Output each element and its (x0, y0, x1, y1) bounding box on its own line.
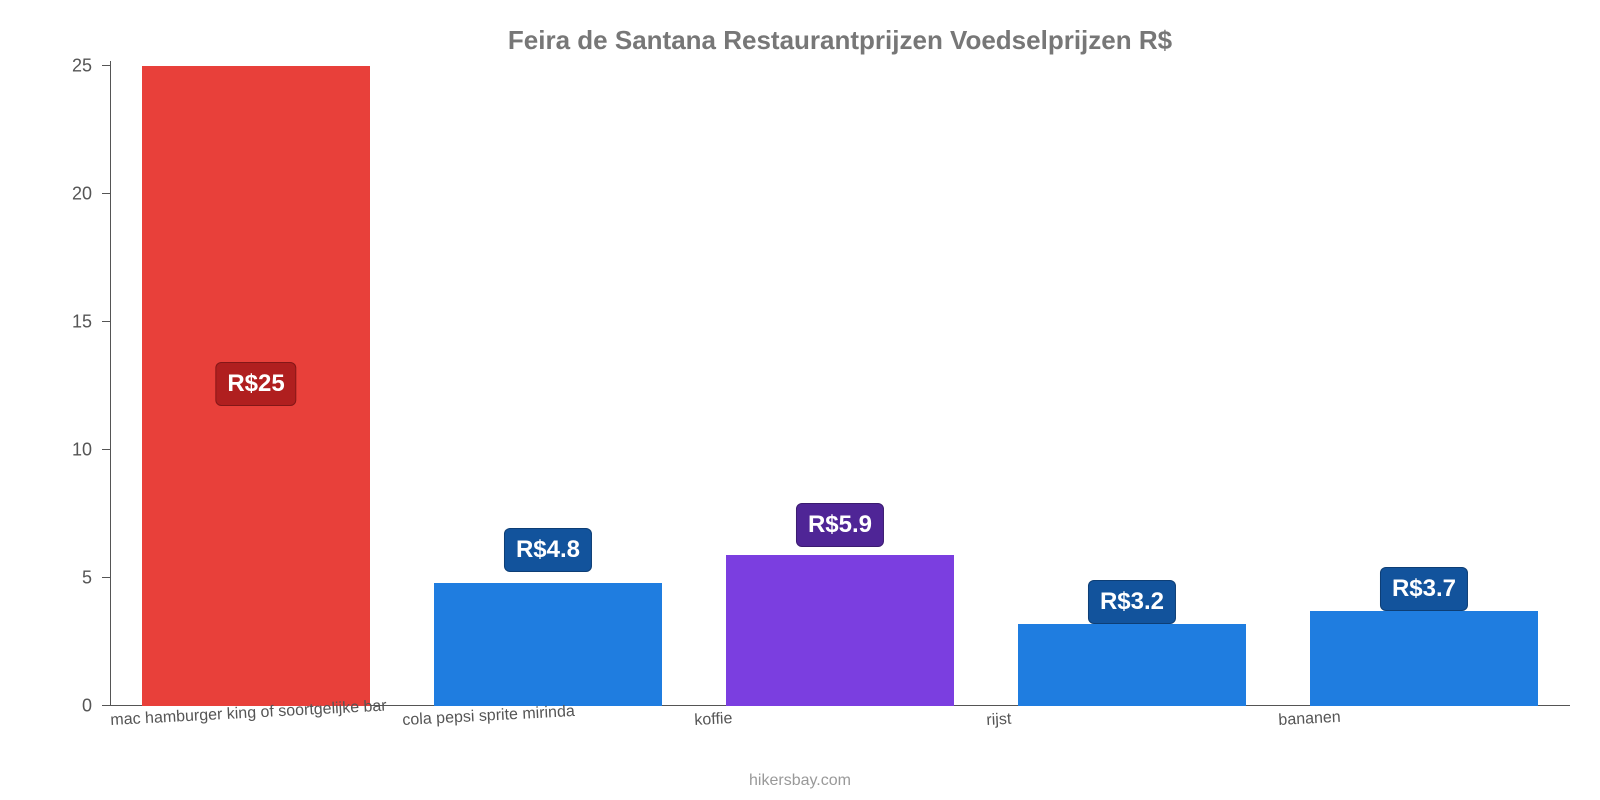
badge-wrap: R$3.2 (986, 66, 1278, 706)
bars-container: R$25 R$4.8 R$5.9 R$3.2 R$3.7 (110, 66, 1570, 706)
y-tick-mark (102, 321, 110, 322)
bar-slot: R$3.2 (986, 66, 1278, 706)
y-tick-mark (102, 449, 110, 450)
badge-wrap: R$25 (110, 66, 402, 706)
value-badge: R$4.8 (504, 528, 592, 572)
y-tick-label: 25 (72, 56, 110, 77)
y-tick-label: 10 (72, 440, 110, 461)
y-tick-mark (102, 65, 110, 66)
badge-wrap: R$4.8 (402, 66, 694, 706)
y-tick-label: 5 (82, 568, 110, 589)
value-badge: R$25 (215, 362, 296, 406)
bar-slot: R$5.9 (694, 66, 986, 706)
y-tick-label: 15 (72, 312, 110, 333)
badge-wrap: R$3.7 (1278, 66, 1570, 706)
y-tick-label: 20 (72, 184, 110, 205)
y-tick-mark (102, 193, 110, 194)
price-chart: Feira de Santana Restaurantprijzen Voeds… (0, 0, 1600, 800)
value-badge: R$3.7 (1380, 567, 1468, 611)
bar-slot: R$3.7 (1278, 66, 1570, 706)
y-tick-label: 0 (82, 696, 110, 717)
plot-area: 0510152025 R$25R$4.8R$5.9R$3.2R$3.7 (110, 66, 1570, 706)
badge-wrap: R$5.9 (694, 66, 986, 706)
value-badge: R$5.9 (796, 503, 884, 547)
value-badge: R$3.2 (1088, 580, 1176, 624)
bar-slot: R$25 (110, 66, 402, 706)
source-text: hikersbay.com (0, 772, 1600, 790)
bar-slot: R$4.8 (402, 66, 694, 706)
y-tick-mark (102, 577, 110, 578)
chart-title: Feira de Santana Restaurantprijzen Voeds… (110, 10, 1570, 66)
y-tick-mark (102, 705, 110, 706)
